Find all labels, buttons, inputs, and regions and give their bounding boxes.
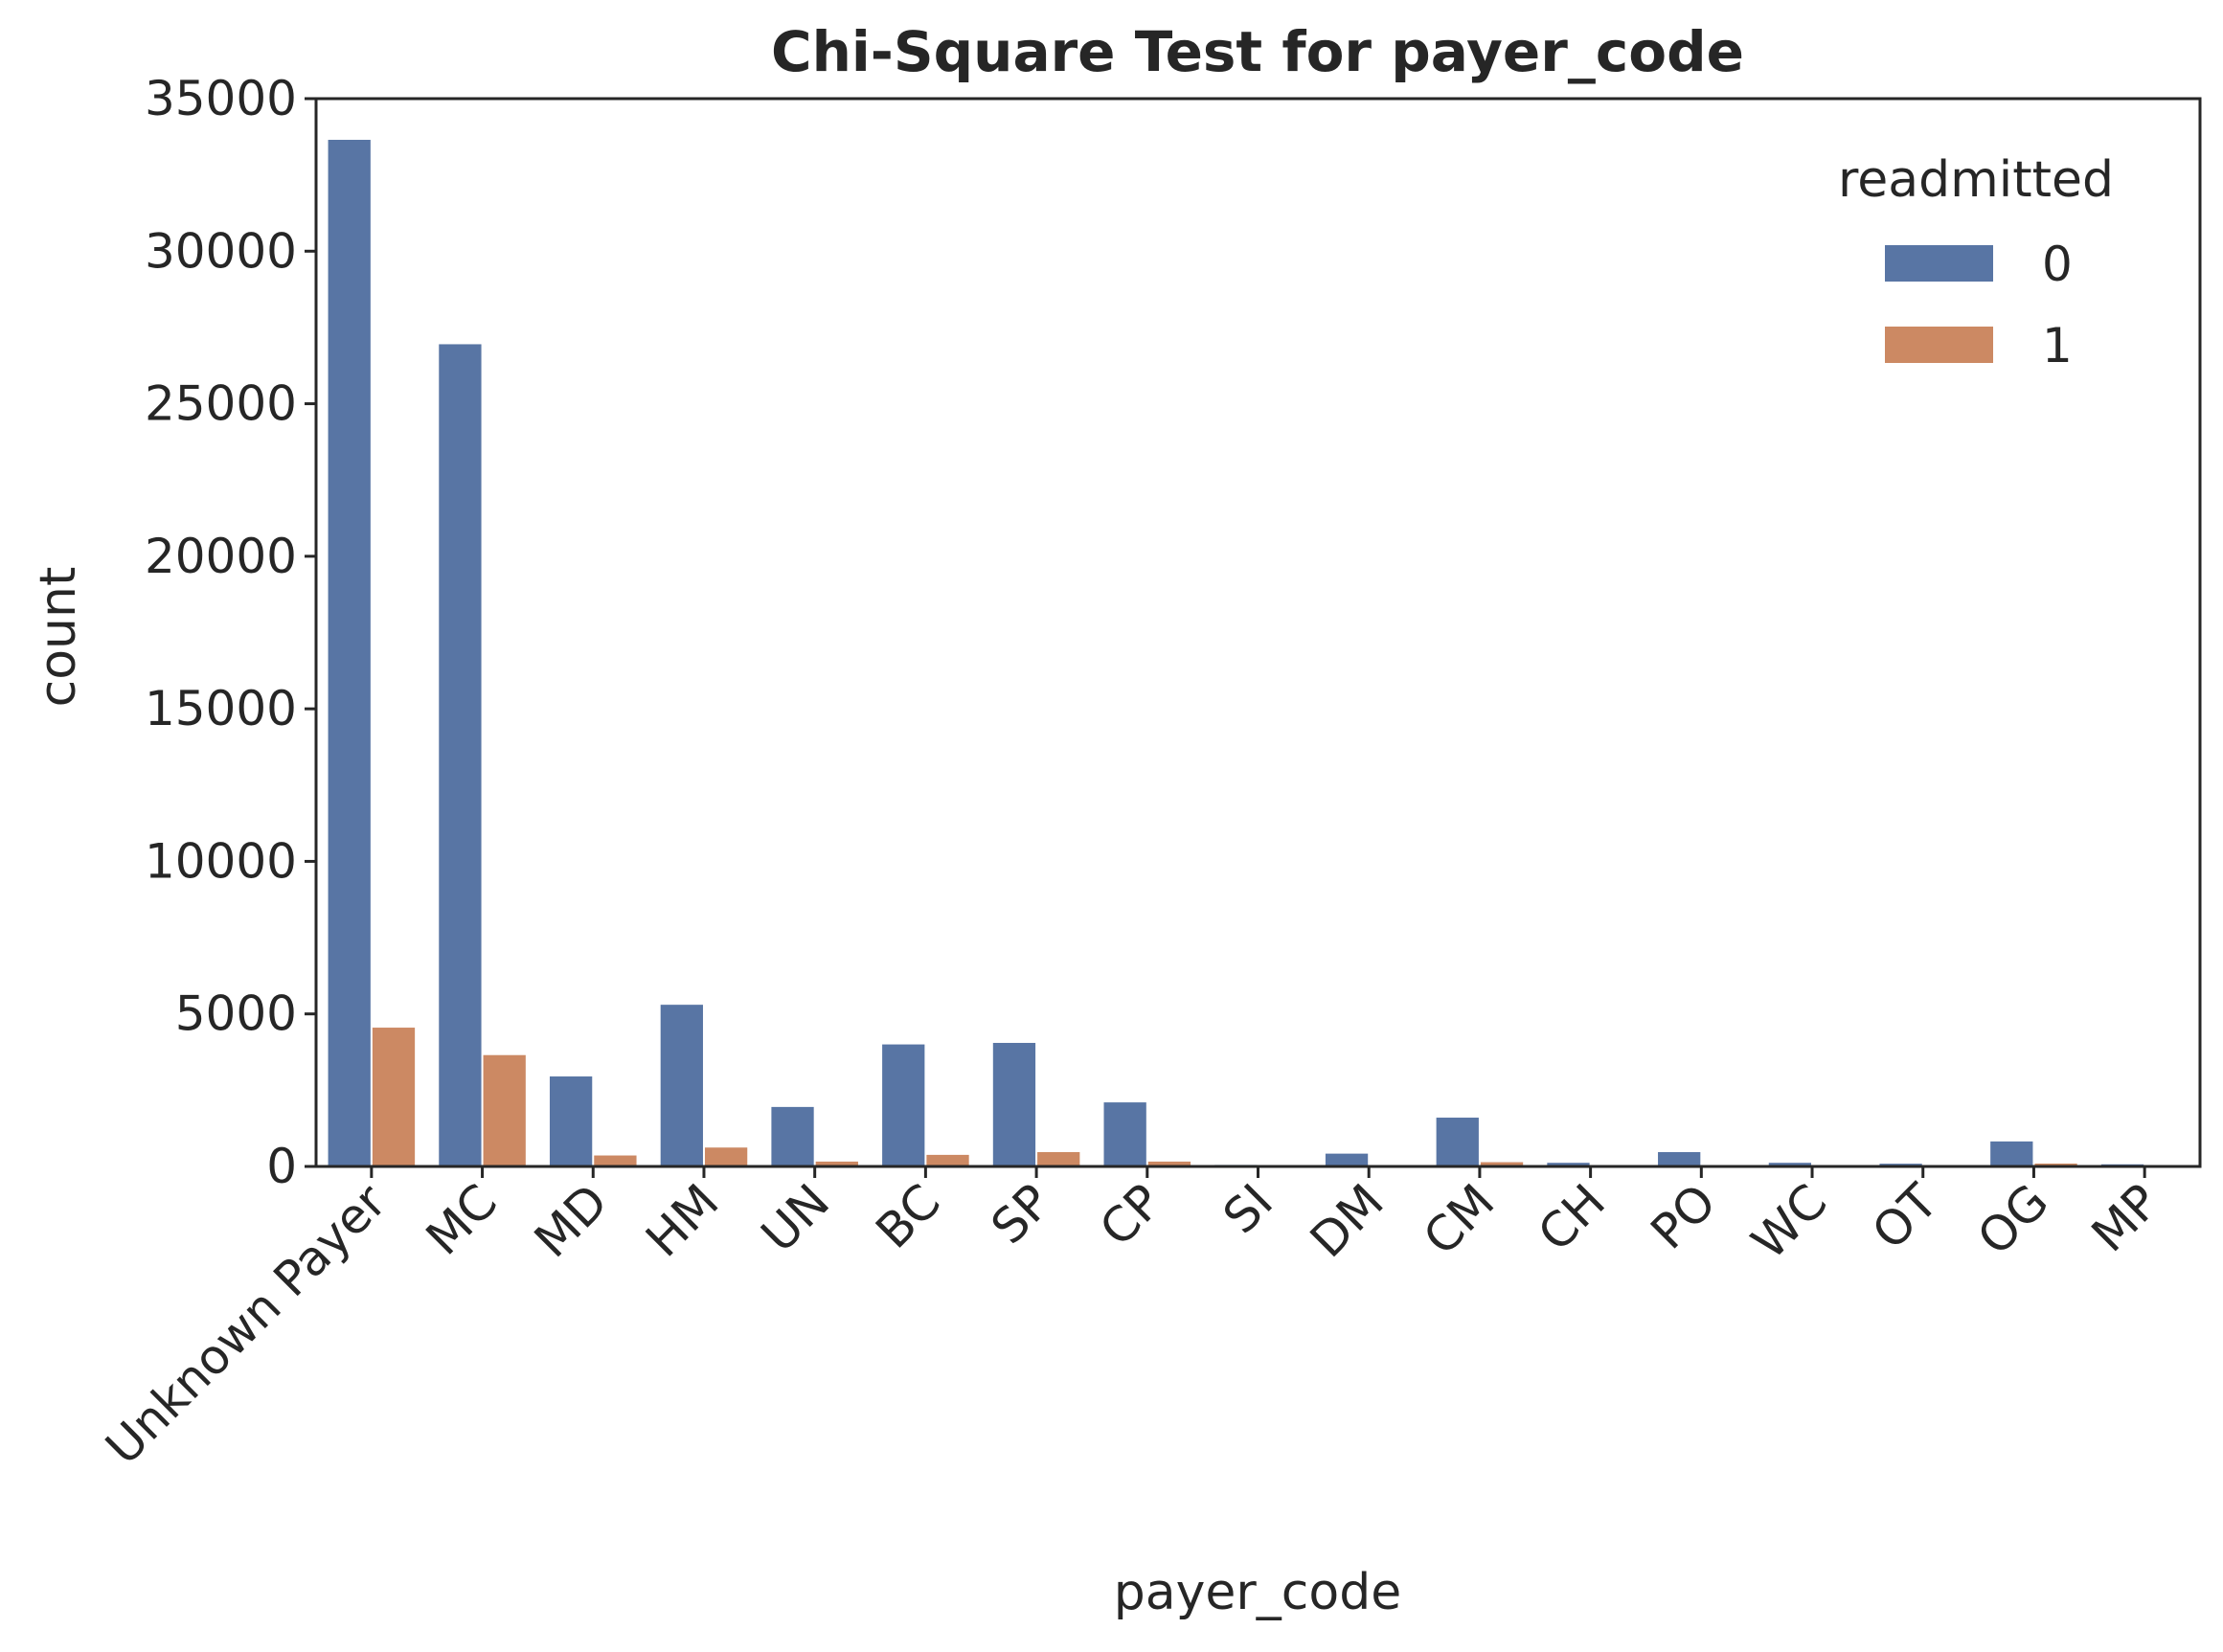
bar-sp-series-1	[1037, 1152, 1079, 1166]
legend-label-0: 0	[2042, 237, 2073, 292]
bar-md-series-1	[594, 1156, 636, 1166]
legend-label-1: 1	[2042, 318, 2073, 373]
legend-title: readmitted	[1838, 151, 2114, 209]
y-tick-label: 30000	[145, 223, 297, 279]
bar-mc-series-0	[439, 344, 481, 1166]
y-tick-label: 15000	[145, 681, 297, 736]
y-tick-label: 5000	[175, 986, 297, 1042]
x-tick-label: MD	[524, 1173, 619, 1268]
bar-hm-series-0	[661, 1005, 703, 1166]
y-axis-label: count	[30, 567, 87, 708]
legend: readmitted 0 1	[1838, 151, 2114, 373]
bar-bc-series-1	[926, 1155, 968, 1166]
x-tick-label: MP	[2081, 1173, 2170, 1262]
x-tick-label: CM	[1413, 1173, 1505, 1265]
x-tick-label: OT	[1862, 1173, 1949, 1260]
bars-layer	[329, 140, 2189, 1166]
y-tick-label: 25000	[145, 376, 297, 432]
bar-sp-series-0	[993, 1043, 1035, 1166]
bar-unknown-payer-series-1	[373, 1028, 415, 1166]
y-tick-label: 0	[266, 1139, 297, 1194]
chart-title: Chi-Square Test for payer_code	[771, 19, 1744, 84]
legend-swatch-0	[1885, 245, 1993, 282]
x-tick-label: UN	[751, 1173, 840, 1262]
y-ticks-layer: 0 5000 10000 15000 20000 25000 30000 35000	[145, 71, 316, 1194]
bar-bc-series-0	[882, 1045, 924, 1166]
x-tick-label: CH	[1528, 1173, 1616, 1261]
bar-un-series-0	[771, 1107, 813, 1166]
bar-md-series-0	[550, 1076, 592, 1166]
x-tick-label: BC	[866, 1173, 951, 1258]
x-tick-label: WC	[1741, 1173, 1838, 1270]
y-tick-label: 10000	[145, 833, 297, 889]
bar-hm-series-1	[705, 1147, 747, 1166]
bar-cm-series-0	[1437, 1118, 1479, 1166]
bar-unknown-payer-series-0	[329, 140, 371, 1166]
bar-cp-series-0	[1104, 1102, 1146, 1166]
x-tick-label: Unknown Payer	[95, 1173, 397, 1475]
x-tick-label: CP	[1089, 1173, 1172, 1256]
x-tick-label: MC	[416, 1173, 508, 1265]
y-tick-label: 35000	[145, 71, 297, 126]
y-tick-label: 20000	[145, 529, 297, 584]
bar-dm-series-0	[1326, 1154, 1368, 1166]
x-tick-label: PO	[1641, 1173, 1727, 1259]
bar-og-series-0	[1990, 1142, 2032, 1166]
bar-po-series-0	[1658, 1152, 1700, 1166]
x-tick-label: HM	[635, 1173, 729, 1267]
bar-mc-series-1	[484, 1055, 526, 1166]
x-tick-label: OG	[1967, 1173, 2059, 1265]
x-tick-label: SP	[981, 1173, 1062, 1255]
x-tick-label: SI	[1213, 1173, 1283, 1244]
x-tick-label: DM	[1300, 1173, 1395, 1268]
x-axis-label: payer_code	[1114, 1564, 1401, 1621]
legend-swatch-1	[1885, 327, 1993, 363]
